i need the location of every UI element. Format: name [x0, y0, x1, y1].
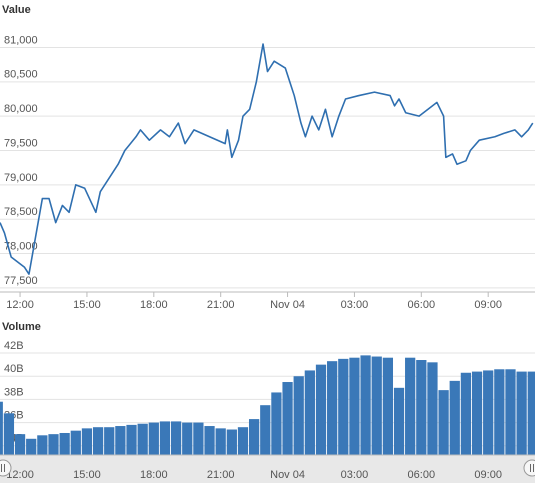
volume-bar [471, 371, 483, 455]
volume-bar [516, 371, 527, 455]
x-tick-label: Nov 04 [270, 299, 305, 311]
volume-bar [371, 356, 382, 455]
navigator-handle [0, 459, 12, 477]
y-tick-label: 42B [4, 340, 24, 352]
volume-bar [81, 428, 93, 455]
x-tick-label: Nov 04 [270, 469, 305, 481]
volume-bar [92, 427, 104, 455]
x-tick-label: 12:00 [6, 469, 34, 481]
volume-bar [3, 413, 15, 455]
y-tick-label: 77,500 [4, 275, 38, 287]
y-tick-label: 78,000 [4, 240, 38, 252]
volume-bar [159, 421, 171, 455]
y-tick-label: 80,500 [4, 69, 38, 81]
x-tick-label: 09:00 [474, 299, 502, 311]
volume-bar [527, 371, 535, 455]
x-tick-label: 03:00 [341, 299, 369, 311]
y-tick-label: 79,500 [4, 137, 38, 149]
x-tick-label: 21:00 [207, 299, 235, 311]
volume-bar [215, 428, 226, 455]
volume-bar [59, 432, 70, 455]
volume-bar [193, 422, 204, 455]
volume-bar [393, 387, 405, 455]
volume-bar [37, 435, 48, 455]
volume-bar [248, 419, 260, 455]
x-tick-label: 15:00 [73, 469, 101, 481]
volume-bar [104, 427, 115, 455]
volume-bar [282, 382, 293, 455]
plot [0, 43, 534, 275]
volume-bar [293, 376, 304, 455]
volume-bar [327, 361, 338, 455]
volume-bar [26, 438, 37, 455]
volume-bar [204, 426, 215, 455]
x-tick-label: 15:00 [73, 299, 101, 311]
volume-bar [449, 380, 460, 455]
price-line [0, 43, 534, 275]
volume-bar [382, 357, 394, 455]
volume-bar [182, 422, 193, 455]
chart-title: Volume [2, 321, 41, 333]
volume-bar [494, 369, 505, 455]
chart-title: Value [2, 4, 31, 16]
y-tick-label: 81,000 [4, 34, 38, 46]
plot [0, 355, 535, 455]
x-tick-label: 09:00 [474, 469, 502, 481]
volume-bar [260, 405, 271, 455]
volume-bar [338, 358, 349, 455]
volume-bar [0, 401, 3, 455]
x-tick-label: 06:00 [408, 299, 436, 311]
x-tick-label: 12:00 [6, 299, 34, 311]
volume-bar [483, 370, 494, 455]
volume-bar [349, 357, 360, 455]
navigator-handle [523, 459, 535, 477]
x-tick-label: 21:00 [207, 469, 235, 481]
x-tick-label: 18:00 [140, 299, 168, 311]
x-tick-label: 03:00 [341, 469, 369, 481]
volume-bar [505, 369, 516, 455]
y-tick-label: 80,000 [4, 103, 38, 115]
volume-bar [137, 423, 148, 455]
navigator [0, 455, 535, 483]
volume-bar [460, 372, 472, 455]
volume-bar [271, 392, 282, 455]
volume-bar [405, 357, 416, 455]
volume-bar [14, 434, 26, 455]
x-tick-label: 06:00 [408, 469, 436, 481]
volume-bar [416, 360, 427, 455]
volume-bar [170, 421, 182, 455]
y-tick-label: 40B [4, 363, 24, 375]
volume-bar [70, 430, 81, 455]
volume-bar [427, 362, 438, 455]
y-tick-label: 79,000 [4, 172, 38, 184]
volume-bar [126, 424, 137, 455]
x-tick-label: 18:00 [140, 469, 168, 481]
y-tick-label: 78,500 [4, 206, 38, 218]
y-tick-label: 38B [4, 386, 24, 398]
volume-bar [226, 429, 237, 455]
volume-bar [360, 355, 371, 455]
volume-bar [48, 434, 59, 455]
volume-bar [148, 422, 159, 455]
volume-bar [115, 426, 126, 455]
volume-bar [438, 390, 449, 455]
volume-bar [315, 364, 327, 455]
volume-bar [237, 427, 249, 455]
volume-bar [304, 370, 315, 455]
